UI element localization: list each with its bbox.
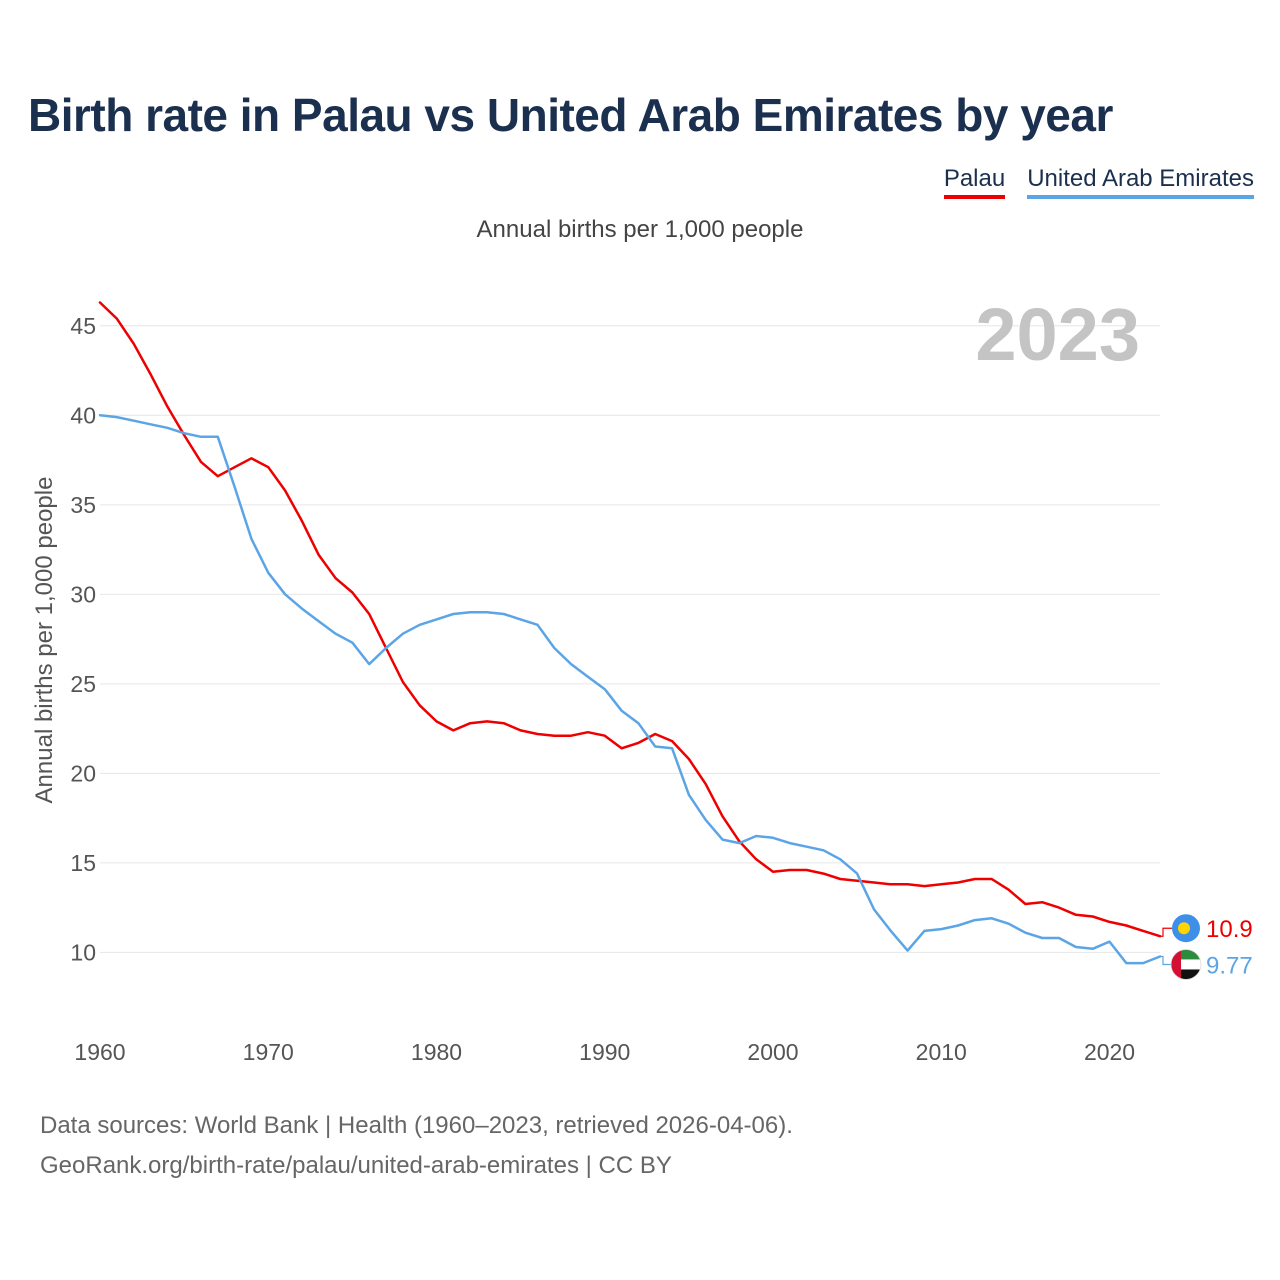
end-markers: 10.9 9.77 [1160, 914, 1253, 980]
y-tick-label: 35 [70, 492, 96, 518]
x-tick-label: 2020 [1084, 1039, 1135, 1065]
legend-item-uae[interactable]: United Arab Emirates [1027, 165, 1254, 199]
line-chart: 10 15 20 25 30 35 40 45 1960 1970 1980 1990 2000 201… [31, 293, 1253, 1065]
palau-flag-icon [1172, 914, 1200, 943]
year-stamp: 2023 [975, 293, 1140, 376]
x-tick-label: 1960 [74, 1039, 125, 1065]
palau-connector [1160, 927, 1172, 937]
x-tick-label: 2000 [747, 1039, 798, 1065]
y-tick-label: 15 [70, 850, 96, 876]
y-tick-label: 40 [70, 402, 96, 428]
x-tick-label: 1990 [579, 1039, 630, 1065]
chart-title: Birth rate in Palau vs United Arab Emira… [28, 89, 1113, 141]
legend-item-palau[interactable]: Palau [943, 165, 1006, 199]
x-tick-label: 1980 [411, 1039, 462, 1065]
x-tick-label: 1970 [243, 1039, 294, 1065]
y-axis-ticks: 10 15 20 25 30 35 40 45 [70, 313, 96, 966]
series-lines [98, 301, 1162, 965]
y-axis-label: Annual births per 1,000 people [31, 477, 58, 804]
y-tick-label: 25 [70, 671, 96, 697]
y-tick-label: 30 [70, 581, 96, 607]
source-line-2[interactable]: GeoRank.org/birth-rate/palau/united-arab… [40, 1152, 672, 1179]
series-line-uae[interactable] [98, 414, 1162, 965]
x-axis-ticks: 1960 1970 1980 1990 2000 2010 2020 [74, 1039, 1135, 1065]
uae-connector [1160, 955, 1172, 966]
data-source: Data sources: World Bank | Health (1960–… [40, 1106, 793, 1186]
uae-end-value: 9.77 [1206, 952, 1253, 979]
palau-end-value: 10.9 [1206, 916, 1253, 943]
series-line-palau[interactable] [98, 301, 1162, 938]
gridlines [100, 325, 1160, 953]
chart-subtitle: Annual births per 1,000 people [476, 216, 804, 243]
x-tick-label: 2010 [916, 1039, 967, 1065]
y-tick-label: 45 [70, 313, 96, 339]
uae-flag-icon [1171, 949, 1201, 980]
y-tick-label: 10 [70, 939, 96, 965]
legend: Palau United Arab Emirates [943, 165, 1254, 199]
y-tick-label: 20 [70, 760, 96, 786]
source-line-1: Data sources: World Bank | Health (1960–… [40, 1112, 793, 1139]
